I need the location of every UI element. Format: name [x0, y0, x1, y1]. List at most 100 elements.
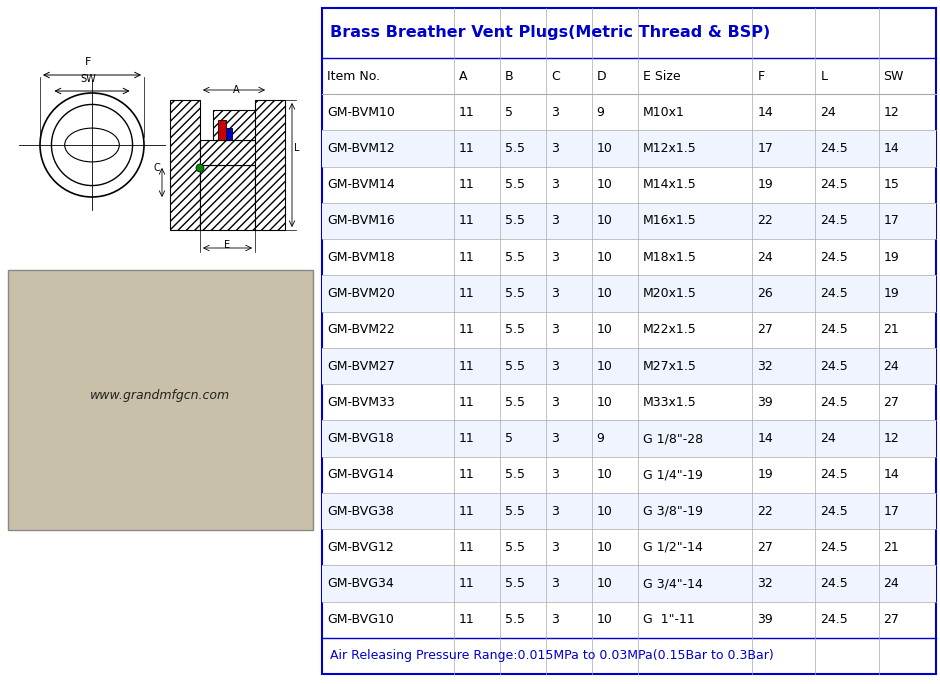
Text: F: F	[758, 70, 764, 83]
Bar	[8, 270, 313, 530]
Text: 19: 19	[884, 287, 900, 300]
Text: E: E	[224, 240, 230, 250]
Text: 24.5: 24.5	[821, 178, 848, 191]
Text: 11: 11	[459, 505, 475, 518]
Bar	[322, 8, 936, 674]
Text: 24.5: 24.5	[821, 251, 848, 264]
Text: 24.5: 24.5	[821, 360, 848, 373]
Text: M10x1: M10x1	[643, 105, 684, 118]
Text: 3: 3	[551, 541, 558, 554]
Bar	[322, 130, 936, 166]
Text: 11: 11	[459, 142, 475, 155]
Text: L: L	[821, 70, 827, 83]
Text: M20x1.5: M20x1.5	[643, 287, 697, 300]
Text: 3: 3	[551, 214, 558, 228]
Text: GM-BVM22: GM-BVM22	[327, 324, 395, 337]
Text: 19: 19	[758, 469, 773, 482]
Bar	[322, 276, 936, 312]
Text: 5.5: 5.5	[505, 505, 525, 518]
Text: 11: 11	[459, 105, 475, 118]
Text: 10: 10	[597, 577, 613, 590]
Text: 5.5: 5.5	[505, 178, 525, 191]
Text: 5.5: 5.5	[505, 614, 525, 627]
Text: 24.5: 24.5	[821, 577, 848, 590]
Text: 11: 11	[459, 432, 475, 445]
Bar	[170, 100, 200, 230]
Text: C: C	[153, 163, 160, 173]
Text: 3: 3	[551, 614, 558, 627]
Text: 27: 27	[884, 614, 900, 627]
Text: www.grandmfgcn.com: www.grandmfgcn.com	[90, 389, 230, 402]
Text: SW: SW	[884, 70, 904, 83]
Text: M33x1.5: M33x1.5	[643, 396, 697, 409]
Text: 11: 11	[459, 469, 475, 482]
Text: B: B	[505, 70, 513, 83]
Text: GM-BVG10: GM-BVG10	[327, 614, 394, 627]
Text: 24: 24	[758, 251, 773, 264]
Text: G 1/8"-28: G 1/8"-28	[643, 432, 703, 445]
Text: Air Releasing Pressure Range:0.015MPa to 0.03MPa(0.15Bar to 0.3Bar): Air Releasing Pressure Range:0.015MPa to…	[330, 650, 774, 663]
Text: 11: 11	[459, 614, 475, 627]
Text: 24: 24	[821, 105, 837, 118]
Bar	[213, 110, 268, 140]
Bar	[200, 140, 280, 165]
Text: GM-BVG34: GM-BVG34	[327, 577, 394, 590]
Text: 3: 3	[551, 396, 558, 409]
Text: 24.5: 24.5	[821, 614, 848, 627]
Text: 26: 26	[758, 287, 773, 300]
Text: 14: 14	[884, 469, 900, 482]
Text: 24: 24	[884, 577, 900, 590]
Text: 3: 3	[551, 142, 558, 155]
Text: 14: 14	[758, 432, 773, 445]
Text: A: A	[233, 85, 240, 95]
Text: GM-BVM16: GM-BVM16	[327, 214, 395, 228]
Text: 3: 3	[551, 178, 558, 191]
Text: 10: 10	[597, 396, 613, 409]
Text: GM-BVM33: GM-BVM33	[327, 396, 395, 409]
Text: 32: 32	[758, 577, 773, 590]
Text: 24.5: 24.5	[821, 214, 848, 228]
Text: M14x1.5: M14x1.5	[643, 178, 697, 191]
Text: 17: 17	[884, 214, 900, 228]
Text: 21: 21	[884, 541, 900, 554]
Text: 12: 12	[884, 105, 900, 118]
Text: GM-BVG12: GM-BVG12	[327, 541, 394, 554]
Text: 11: 11	[459, 287, 475, 300]
Text: 5.5: 5.5	[505, 251, 525, 264]
Text: GM-BVM20: GM-BVM20	[327, 287, 395, 300]
Bar	[218, 120, 226, 140]
Text: E Size: E Size	[643, 70, 681, 83]
Text: 11: 11	[459, 324, 475, 337]
Text: GM-BVM27: GM-BVM27	[327, 360, 395, 373]
Text: 17: 17	[758, 142, 774, 155]
Text: SW: SW	[80, 74, 96, 84]
Text: 11: 11	[459, 251, 475, 264]
Text: 12: 12	[884, 432, 900, 445]
Text: 10: 10	[597, 614, 613, 627]
Text: 11: 11	[459, 577, 475, 590]
Text: G 1/4"-19: G 1/4"-19	[643, 469, 702, 482]
Bar	[322, 566, 936, 602]
Text: 24.5: 24.5	[821, 142, 848, 155]
Text: 3: 3	[551, 505, 558, 518]
Text: 3: 3	[551, 251, 558, 264]
Bar	[322, 202, 936, 239]
Text: GM-BVG18: GM-BVG18	[327, 432, 394, 445]
Text: 10: 10	[597, 287, 613, 300]
Text: 24.5: 24.5	[821, 505, 848, 518]
Text: 22: 22	[758, 505, 773, 518]
Text: G 1/2"-14: G 1/2"-14	[643, 541, 702, 554]
Text: 5: 5	[505, 432, 513, 445]
Text: 3: 3	[551, 105, 558, 118]
Text: 3: 3	[551, 469, 558, 482]
Text: 14: 14	[758, 105, 773, 118]
Text: 24: 24	[884, 360, 900, 373]
Text: 5.5: 5.5	[505, 324, 525, 337]
Text: 5.5: 5.5	[505, 142, 525, 155]
Text: 10: 10	[597, 469, 613, 482]
Text: M22x1.5: M22x1.5	[643, 324, 697, 337]
Text: 27: 27	[758, 324, 774, 337]
Text: 10: 10	[597, 541, 613, 554]
Bar	[322, 493, 936, 529]
Text: 5.5: 5.5	[505, 541, 525, 554]
